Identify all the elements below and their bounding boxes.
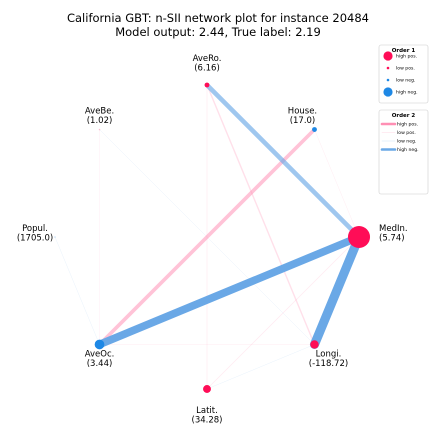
node-value-avero: (6.16) xyxy=(194,64,220,74)
edge-medin-avero xyxy=(204,82,362,240)
node-label-latit: Latit. xyxy=(196,406,218,416)
legend-order1-marker-2 xyxy=(386,78,390,82)
node-medin xyxy=(347,225,371,249)
node-value-longi: (-118.72) xyxy=(309,359,348,369)
node-value-aveoc: (3.44) xyxy=(87,359,113,369)
legend-order1-marker-0 xyxy=(383,51,393,61)
edge-popul-aveoc xyxy=(54,236,100,345)
edge-medin-longi xyxy=(309,232,364,350)
legend-order1-label-3: high neg. xyxy=(396,90,418,96)
legend-order1-marker-1 xyxy=(386,66,390,70)
node-layer xyxy=(54,82,371,393)
edge-avero-longi xyxy=(206,84,316,346)
legend-order1-title: Order 1 xyxy=(392,48,416,54)
legend-order2-label-0: high pos. xyxy=(397,122,418,128)
legend-order2-label-1: low pos. xyxy=(397,130,416,136)
edge-latit-longi xyxy=(206,344,315,390)
legend-order1-marker-3 xyxy=(383,87,393,97)
node-label-longi: Longi. xyxy=(316,349,342,359)
node-label-avebe: AveBe. xyxy=(85,107,114,117)
node-value-house: (17.0) xyxy=(290,116,316,126)
node-value-latit: (34.28) xyxy=(192,416,223,426)
legend-order2-label-2: low neg. xyxy=(397,139,416,145)
node-house xyxy=(312,127,317,132)
edge-layer xyxy=(54,82,364,390)
node-label-popul: Popul. xyxy=(22,224,48,234)
node-popul xyxy=(54,236,56,238)
edge-medin-aveoc xyxy=(95,233,363,349)
legend-order2-title: Order 2 xyxy=(392,113,416,119)
node-label-aveoc: AveOc. xyxy=(85,349,115,359)
legend-order2-box xyxy=(378,109,429,195)
edge-medin-latit xyxy=(206,236,360,390)
node-value-medin: (5.74) xyxy=(379,234,405,244)
node-value-popul: (1705.0) xyxy=(17,234,53,244)
node-label-house: House. xyxy=(288,107,317,117)
legend-order1-label-0: high pos. xyxy=(396,54,417,60)
node-avero xyxy=(204,82,210,88)
legend-order1-label-2: low neg. xyxy=(396,78,415,84)
chart-subtitle: Model output: 2.44, True label: 2.19 xyxy=(115,25,321,39)
node-aveoc xyxy=(94,339,105,350)
legend-order1-box xyxy=(378,44,429,104)
node-label-medin: MedIn. xyxy=(379,224,408,234)
edge-house-aveoc xyxy=(97,127,317,347)
node-latit xyxy=(203,385,211,393)
node-label-avero: AveRo. xyxy=(193,54,222,64)
legend-order2-label-3: high neg. xyxy=(397,147,419,153)
node-avebe xyxy=(98,128,101,131)
node-label-layer: MedIn.(5.74) House.(17.0) AveRo.(6.16) AveB… xyxy=(17,54,408,426)
edge-medin-house xyxy=(314,129,360,238)
legend-order1-label-1: low pos. xyxy=(396,66,415,72)
node-value-avebe: (1.02) xyxy=(87,116,113,126)
node-longi xyxy=(310,340,319,349)
chart-title: California GBT: n-SII network plot for i… xyxy=(67,11,369,25)
